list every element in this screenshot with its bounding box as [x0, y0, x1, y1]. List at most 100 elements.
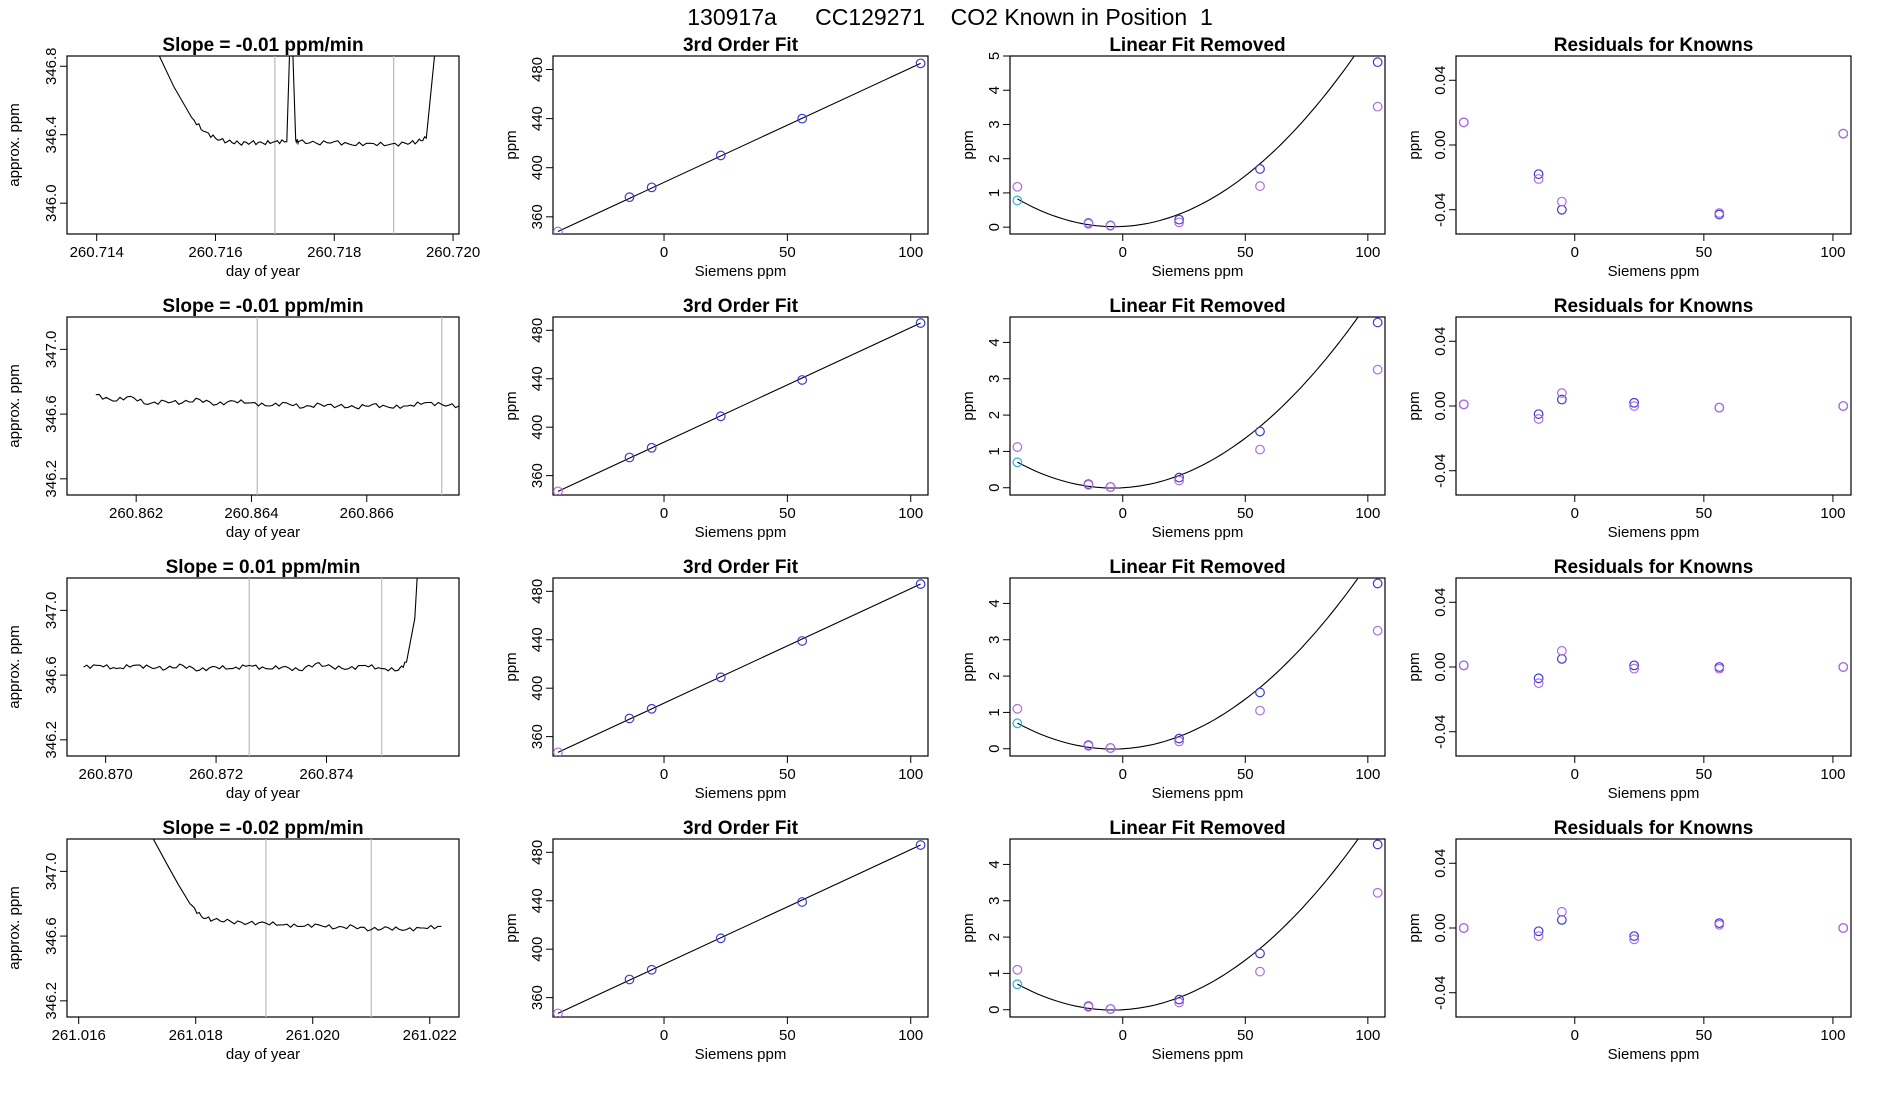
- chart-2-3-xtick-label: 50: [1695, 766, 1712, 783]
- chart-1-0-ylabel: approx. ppm: [6, 364, 23, 447]
- chart-0-2-point-blue: [1174, 214, 1185, 225]
- chart-3-3-xtick-label: 50: [1695, 1027, 1712, 1044]
- chart-2-2-xtick-label: 0: [1119, 766, 1127, 783]
- chart-0-1-fit-line: [557, 62, 921, 233]
- chart-3-2-point-violet: [1083, 1001, 1094, 1012]
- chart-0-2-xtick-label: 100: [1355, 244, 1380, 261]
- chart-1-1-point-blue: [624, 452, 635, 463]
- chart-0-3-xtick-label: 0: [1571, 244, 1579, 261]
- chart-2-2-point-violet: [1372, 625, 1383, 636]
- chart-2-2-point-violet: [1105, 743, 1116, 753]
- chart-2-1-xtick-label: 50: [779, 766, 796, 783]
- chart-3-1-fit-line: [557, 844, 921, 1014]
- chart-1-2-point-blue: [1174, 472, 1185, 483]
- chart-0-3-point-violet: [1533, 174, 1544, 184]
- chart-3-1-point-blue: [915, 840, 926, 850]
- chart-2-2: Linear Fit Removed 0 50 100 Siemens ppm 0 1 2 3 4…: [960, 557, 1386, 802]
- chart-0-2-title: Linear Fit Removed: [1109, 35, 1285, 56]
- chart-2-1-point-blue: [915, 579, 926, 589]
- chart-0-2-point-violet: [1255, 181, 1265, 191]
- chart-2-3-ytick-label: 0.00: [1432, 652, 1449, 681]
- chart-3-1-ytick-label: 440: [529, 888, 546, 913]
- chart-2-2-title: Linear Fit Removed: [1109, 557, 1285, 578]
- chart-0-3-plot-area: [1458, 117, 1849, 220]
- chart-0-0-frame: [66, 55, 460, 235]
- chart-0-2-point-violet: [1012, 181, 1023, 192]
- chart-2-3-point-violet: [1838, 662, 1849, 672]
- chart-0-3-ytick-label: -0.04: [1432, 193, 1449, 227]
- chart-1-2-point-violet: [1105, 482, 1116, 492]
- chart-2-1-xtick-label: 100: [898, 766, 923, 783]
- chart-1-3-xtick-label: 0: [1571, 505, 1579, 522]
- chart-0-0-xtick-label: 260.714: [70, 244, 124, 261]
- chart-3-1-point-blue: [797, 897, 808, 907]
- chart-2-0-xlabel: day of year: [226, 785, 300, 802]
- chart-2-3-ytick-label: 0.04: [1432, 588, 1449, 617]
- chart-3-1-xtick-label: 50: [779, 1027, 796, 1044]
- chart-2-1-point-blue: [624, 713, 635, 724]
- chart-1-2-plot-area: [1012, 317, 1383, 492]
- chart-1-3-point-violet: [1458, 399, 1469, 410]
- chart-0-0-ytick-label: 346.0: [43, 184, 60, 222]
- chart-2-0-xtick-label: 260.872: [189, 766, 243, 783]
- chart-3-2-ytick-label: 2: [986, 933, 1003, 941]
- chart-3-1-ytick-label: 400: [529, 937, 546, 962]
- chart-2-0-trace: [83, 578, 418, 672]
- chart-0-2-ytick-label: 2: [986, 155, 1003, 163]
- chart-2-2-point-blue: [1174, 733, 1185, 744]
- chart-0-2-ytick-label: 4: [986, 86, 1003, 94]
- chart-0-1-ylabel: ppm: [503, 130, 520, 159]
- chart-2-1-point-blue: [797, 636, 808, 646]
- chart-0-0-title: Slope = -0.01 ppm/min: [162, 35, 363, 56]
- chart-2-1-ytick-label: 440: [529, 627, 546, 652]
- chart-0-3-ytick-label: 0.04: [1432, 66, 1449, 95]
- chart-2-3-xlabel: Siemens ppm: [1608, 785, 1700, 802]
- chart-3-2-ytick-label: 1: [986, 969, 1003, 977]
- chart-2-2-xtick-label: 100: [1355, 766, 1380, 783]
- chart-2-1-title: 3rd Order Fit: [683, 557, 799, 578]
- chart-1-1-ytick-label: 440: [529, 366, 546, 391]
- chart-3-2-point-blue: [1174, 994, 1185, 1005]
- chart-3-2-xlabel: Siemens ppm: [1152, 1046, 1244, 1063]
- chart-3-0-xlabel: day of year: [226, 1046, 300, 1063]
- chart-3-1-point-blue: [715, 933, 726, 944]
- chart-1-2-point-violet: [1012, 442, 1023, 452]
- chart-1-0-xtick-label: 260.864: [224, 505, 278, 522]
- chart-0-3-frame: [1455, 55, 1852, 235]
- chart-3-3-ytick-label: 0.04: [1432, 849, 1449, 878]
- chart-3-1-ytick-label: 360: [529, 985, 546, 1010]
- chart-0-3-title: Residuals for Knowns: [1554, 35, 1754, 56]
- chart-2-3-point-violet: [1458, 660, 1469, 671]
- chart-0-1-ytick-label: 480: [529, 57, 546, 82]
- chart-1-3: Residuals for Knowns 0 50 100 Siemens ppm -0.…: [1406, 296, 1852, 541]
- chart-0-2-xtick-label: 50: [1237, 244, 1254, 261]
- chart-0-1-ytick-label: 360: [529, 204, 546, 229]
- chart-2-2-point-violet: [1083, 740, 1094, 751]
- chart-2-2-xlabel: Siemens ppm: [1152, 785, 1244, 802]
- chart-2-3-point-violet: [1533, 678, 1544, 689]
- chart-0-2-fit-curve: [1017, 56, 1355, 228]
- chart-0-1-point-blue: [646, 182, 657, 193]
- chart-0-1-xtick-label: 0: [660, 244, 668, 261]
- chart-3-1-ytick-label: 480: [529, 840, 546, 865]
- chart-0-0: Slope = -0.01 ppm/min 260.714 260.716 260.7…: [6, 35, 480, 280]
- chart-0-1-title: 3rd Order Fit: [683, 35, 799, 56]
- chart-2-0-ytick-label: 346.6: [43, 656, 60, 694]
- chart-0-0-ytick-label: 346.8: [43, 47, 60, 85]
- chart-1-0-plot-area: [95, 317, 459, 495]
- chart-1-3-point-violet: [1714, 402, 1725, 413]
- chart-2-3-xtick-label: 0: [1571, 766, 1579, 783]
- chart-1-3-xtick-label: 50: [1695, 505, 1712, 522]
- chart-1-0-xtick-label: 260.866: [340, 505, 394, 522]
- chart-1-1-point-violet: [553, 486, 563, 495]
- chart-1-2-xtick-label: 0: [1119, 505, 1127, 522]
- chart-2-1-ytick-label: 360: [529, 724, 546, 749]
- chart-1-1-fit-line: [557, 322, 921, 492]
- chart-0-0-xtick-label: 260.720: [426, 244, 480, 261]
- chart-0-2-frame: [1009, 55, 1386, 235]
- chart-2-2-frame: [1009, 577, 1386, 757]
- chart-2-2-fit-curve: [1017, 578, 1359, 750]
- chart-2-2-point-cyan: [1012, 718, 1023, 729]
- chart-0-2-point-violet: [1105, 220, 1116, 231]
- chart-1-3-ytick-label: 0.00: [1432, 391, 1449, 420]
